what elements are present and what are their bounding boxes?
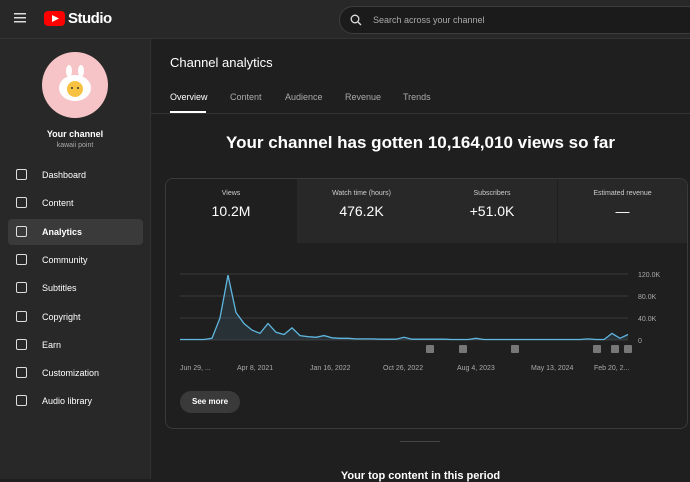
nav-icon bbox=[16, 225, 27, 237]
nav-icon bbox=[16, 282, 27, 294]
see-more-button[interactable]: See more bbox=[180, 391, 241, 413]
nav-icon bbox=[16, 367, 27, 379]
x-tick-label: May 13, 2024 bbox=[531, 365, 574, 372]
bottom-heading: Your top content in this period bbox=[340, 470, 501, 482]
annotation-marker bbox=[459, 345, 467, 353]
x-tick-label: Jan 16, 2022 bbox=[310, 365, 351, 372]
metric-label: Watch time (hours) bbox=[332, 190, 391, 197]
sidebar: Your channel kawaii point Dashboard Conte… bbox=[0, 39, 151, 479]
line-series bbox=[180, 274, 629, 341]
nav-item[interactable]: Community bbox=[8, 247, 143, 273]
y-tick-label: 120.0K bbox=[638, 272, 661, 279]
line-area bbox=[180, 275, 628, 340]
page-title: Channel analytics bbox=[170, 55, 273, 70]
metric-value: — bbox=[615, 203, 630, 219]
nav-item[interactable]: Content bbox=[8, 190, 143, 216]
nav-icon bbox=[16, 395, 27, 407]
tab[interactable]: Revenue bbox=[345, 92, 382, 102]
x-tick-label: Oct 26, 2022 bbox=[383, 365, 423, 372]
nav-label: Dashboard bbox=[42, 170, 87, 180]
metric-value: 10.2M bbox=[211, 203, 251, 219]
channel-avatar[interactable] bbox=[42, 52, 108, 118]
logo-text[interactable]: Studio bbox=[68, 10, 112, 27]
nav-label: Audio library bbox=[42, 396, 93, 407]
tab[interactable]: Content bbox=[230, 92, 262, 102]
metric-label: Subscribers bbox=[473, 190, 511, 197]
metric-tile[interactable]: Estimated revenue — bbox=[557, 179, 687, 243]
metric-label: Estimated revenue bbox=[593, 190, 652, 197]
x-tick-label: Aug 4, 2023 bbox=[457, 365, 495, 372]
x-tick-label: Feb 20, 2... bbox=[594, 365, 629, 372]
annotation-marker bbox=[593, 345, 601, 353]
y-tick-label: 80.0K bbox=[638, 294, 657, 301]
metric-label: Views bbox=[221, 190, 241, 197]
nav-label: Analytics bbox=[42, 226, 83, 237]
menu-button[interactable] bbox=[14, 12, 28, 24]
nav-item[interactable]: Dashboard bbox=[8, 162, 143, 188]
nav-label: Earn bbox=[42, 339, 62, 350]
nav-label: Content bbox=[42, 198, 74, 209]
channel-name: Your channel bbox=[46, 129, 104, 139]
nav-icon bbox=[16, 169, 27, 180]
search-placeholder: Search across your channel bbox=[373, 15, 485, 25]
analytics-card: Views 10.2M Watch time (hours) 476.2K Subscr… bbox=[165, 178, 688, 429]
x-tick-label: Jun 29, ... bbox=[180, 365, 211, 372]
tab[interactable]: Trends bbox=[403, 92, 431, 102]
nav-item[interactable]: Audio library bbox=[8, 388, 143, 414]
metric-tile[interactable]: Views 10.2M bbox=[166, 179, 296, 243]
annotation-marker bbox=[611, 345, 619, 353]
nav-item[interactable]: Copyright bbox=[8, 304, 143, 330]
y-tick-label: 40.0K bbox=[638, 316, 657, 323]
nav-label: Subtitles bbox=[42, 283, 77, 294]
metric-tile[interactable]: Watch time (hours) 476.2K bbox=[296, 179, 427, 243]
nav-icon bbox=[16, 338, 27, 350]
nav-item[interactable]: Subtitles bbox=[8, 275, 143, 301]
divider bbox=[151, 113, 690, 114]
headline: Your channel has gotten 10,164,010 views… bbox=[226, 133, 615, 152]
x-tick-label: Apr 8, 2021 bbox=[237, 365, 273, 372]
nav-label: Customization bbox=[42, 368, 100, 379]
section-divider bbox=[400, 441, 440, 442]
nav-item[interactable]: Earn bbox=[8, 332, 143, 358]
logo-icon[interactable] bbox=[44, 11, 66, 27]
channel-handle: kawaii point bbox=[56, 142, 94, 149]
active-tab-underline bbox=[170, 111, 206, 113]
nav-item[interactable]: Analytics bbox=[8, 218, 143, 245]
search-box[interactable]: Search across your channel bbox=[339, 6, 690, 34]
metric-value: 476.2K bbox=[339, 203, 384, 219]
line-chart: 0 40.0K 80.0K 120.0K Jun 29, ... Apr 8, 2021 J… bbox=[180, 272, 661, 372]
search-icon bbox=[350, 14, 362, 26]
tab[interactable]: Audience bbox=[285, 92, 323, 102]
nav-label: Community bbox=[42, 254, 88, 265]
nav-item[interactable]: Customization bbox=[8, 360, 143, 386]
nav-label: Copyright bbox=[42, 311, 81, 322]
nav-icon bbox=[16, 253, 27, 265]
nav-icon bbox=[16, 197, 27, 209]
y-tick-label: 0 bbox=[638, 338, 642, 345]
annotation-marker bbox=[426, 345, 434, 353]
annotation-marker bbox=[624, 345, 632, 353]
metric-value: +51.0K bbox=[469, 203, 515, 219]
nav-icon bbox=[16, 310, 27, 322]
tab[interactable]: Overview bbox=[170, 92, 208, 102]
annotation-marker bbox=[511, 345, 519, 353]
top-bar: Studio Search across your channel bbox=[0, 0, 690, 39]
metric-tile[interactable]: Subscribers +51.0K bbox=[427, 179, 557, 243]
